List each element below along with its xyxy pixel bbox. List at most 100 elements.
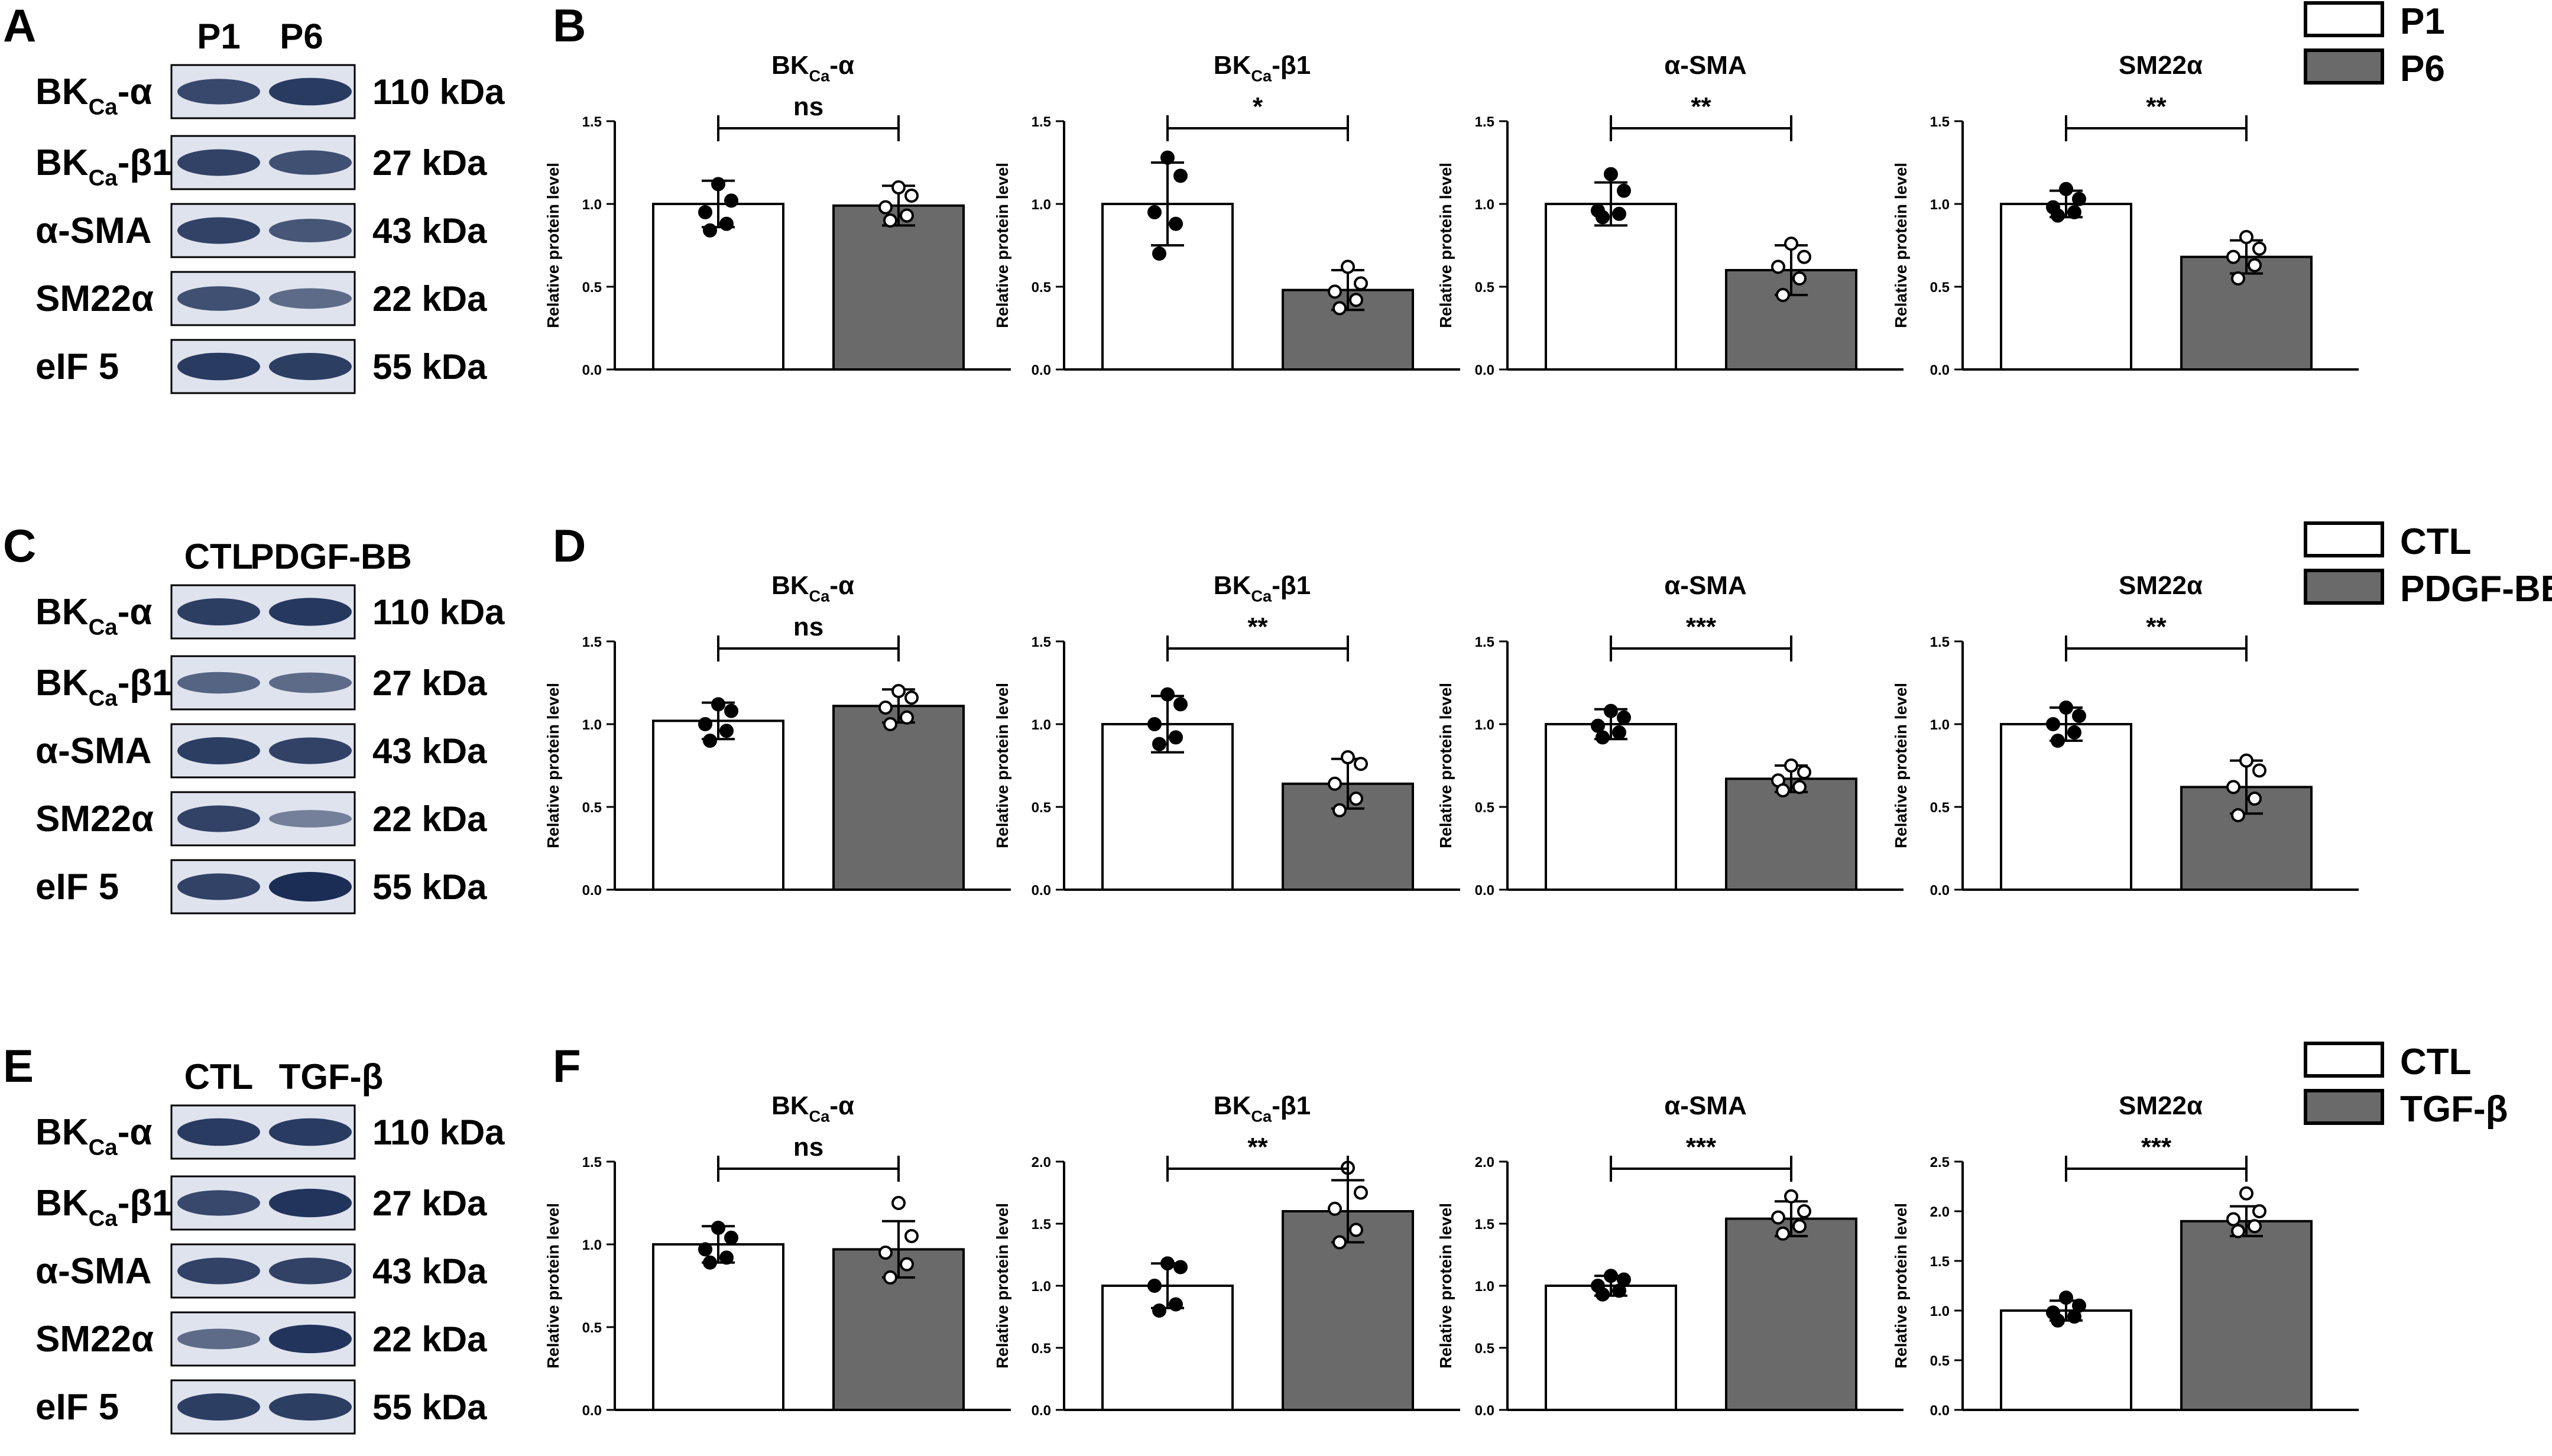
data-point <box>878 200 893 215</box>
data-point <box>1617 710 1631 725</box>
blot-strip: eIF 5 55 kDa <box>35 859 487 915</box>
chart-title-main: BK <box>1214 571 1251 600</box>
y-tick-label: 1.5 <box>1475 114 1494 130</box>
bar <box>832 204 965 371</box>
chart-title-main: α-SMA <box>1664 51 1746 80</box>
chart-title: BKCa-α <box>771 1091 854 1125</box>
bar <box>652 203 784 371</box>
y-tick-label: 0.0 <box>1032 362 1051 378</box>
blot-band <box>269 1257 352 1285</box>
y-tick-label: 0.5 <box>1930 280 1950 296</box>
bar <box>2180 255 2313 371</box>
y-tick-label: 0.0 <box>1475 1403 1494 1419</box>
bar <box>2000 203 2132 371</box>
data-point <box>1354 757 1368 771</box>
bar-chart: SM22α Relative protein level 0.0 0.5 1.0 1.5 *… <box>1892 51 2359 378</box>
legend-swatch <box>2304 521 2384 557</box>
data-point <box>2051 734 2065 748</box>
y-tick-label: 0.0 <box>1032 883 1051 899</box>
data-point <box>1173 168 1188 183</box>
y-tick-label: 0.0 <box>1475 883 1494 899</box>
data-point <box>1147 717 1162 731</box>
protein-label: BKCa-β1 <box>35 663 173 711</box>
data-point <box>904 1229 919 1243</box>
data-point <box>2046 717 2060 731</box>
chart-title-main: α-SMA <box>1664 571 1746 600</box>
data-point <box>1776 783 1790 797</box>
y-tick-label: 0.5 <box>1930 1353 1950 1369</box>
data-point <box>2226 249 2240 264</box>
data-point <box>891 684 906 698</box>
data-point <box>891 180 906 194</box>
protein-label-main: α-SMA <box>35 1251 152 1292</box>
protein-label-sub: Ca <box>89 165 118 190</box>
chart-title-suffix: -β1 <box>1272 571 1311 600</box>
kda-label: 43 kDa <box>372 1251 487 1291</box>
data-point <box>1784 1189 1798 1204</box>
chart-title-sub: Ca <box>1251 66 1272 85</box>
data-point <box>2059 1290 2073 1305</box>
bar <box>2180 1220 2313 1412</box>
y-tick-label: 0.5 <box>582 1320 602 1336</box>
chart-title-main: SM22α <box>2119 51 2203 80</box>
blot-band <box>269 288 352 309</box>
data-point <box>1341 750 1355 764</box>
blot-strip: eIF 5 55 kDa <box>35 1379 487 1435</box>
bar <box>652 1243 784 1411</box>
protein-label: SM22α <box>35 278 154 319</box>
chart-title-suffix: -α <box>829 51 854 80</box>
protein-label-main: BK <box>35 1183 89 1224</box>
data-point <box>1152 737 1166 751</box>
data-point <box>698 717 712 731</box>
y-tick-label: 0.5 <box>1032 1341 1051 1357</box>
kda-label: 55 kDa <box>372 347 487 387</box>
panel-letter-D: D <box>553 520 586 572</box>
legend-label: PDGF-BB <box>2400 569 2552 609</box>
blot-band <box>269 737 352 764</box>
chart-title-suffix: -β1 <box>1272 1091 1311 1120</box>
y-axis-label: Relative protein level <box>993 163 1011 328</box>
significance-label: * <box>1253 92 1263 121</box>
y-axis-label: Relative protein level <box>544 1203 562 1369</box>
significance-label: ** <box>2146 92 2167 121</box>
legend-swatch <box>2304 569 2384 605</box>
protein-label-suffix: -α <box>118 592 153 633</box>
significance-label: ns <box>793 612 823 641</box>
data-point <box>703 223 717 238</box>
legend-swatch <box>2304 1 2384 37</box>
y-tick-label: 1.5 <box>1032 634 1051 650</box>
data-point <box>711 177 725 192</box>
data-point <box>883 1270 897 1285</box>
data-point <box>703 1255 717 1270</box>
data-point <box>878 701 893 715</box>
y-tick-label: 0.0 <box>1930 883 1950 899</box>
data-point <box>2252 1204 2266 1218</box>
protein-label-main: BK <box>35 72 89 112</box>
blot-band <box>269 672 352 693</box>
y-tick-label: 0.0 <box>1930 1403 1950 1419</box>
data-point <box>1160 1256 1175 1271</box>
chart-title: SM22α <box>2119 571 2203 600</box>
data-point <box>711 1221 725 1235</box>
protein-label: α-SMA <box>35 1251 152 1292</box>
y-axis-label: Relative protein level <box>1892 163 1910 328</box>
y-axis-label: Relative protein level <box>544 683 562 848</box>
data-point <box>1152 247 1166 261</box>
y-tick-label: 2.0 <box>1475 1155 1494 1170</box>
blot-band <box>269 810 352 828</box>
blot-strip: BKCa-α 110 kDa <box>35 584 505 640</box>
bar <box>652 719 784 891</box>
blot-strip: α-SMA 43 kDa <box>35 723 487 779</box>
data-point <box>900 710 914 725</box>
bar-chart: BKCa-β1 Relative protein level 0.0 0.5 1.0 1.… <box>993 1091 1460 1419</box>
data-point <box>1784 236 1798 251</box>
data-point <box>1349 1222 1363 1237</box>
data-point <box>1160 150 1175 165</box>
data-point <box>2067 725 2081 740</box>
y-axis-label: Relative protein level <box>993 683 1011 848</box>
protein-label-main: SM22α <box>35 278 154 319</box>
chart-title: BKCa-β1 <box>1214 1091 1311 1125</box>
chart-title-main: α-SMA <box>1664 1091 1746 1120</box>
y-tick-label: 1.0 <box>1475 197 1494 213</box>
